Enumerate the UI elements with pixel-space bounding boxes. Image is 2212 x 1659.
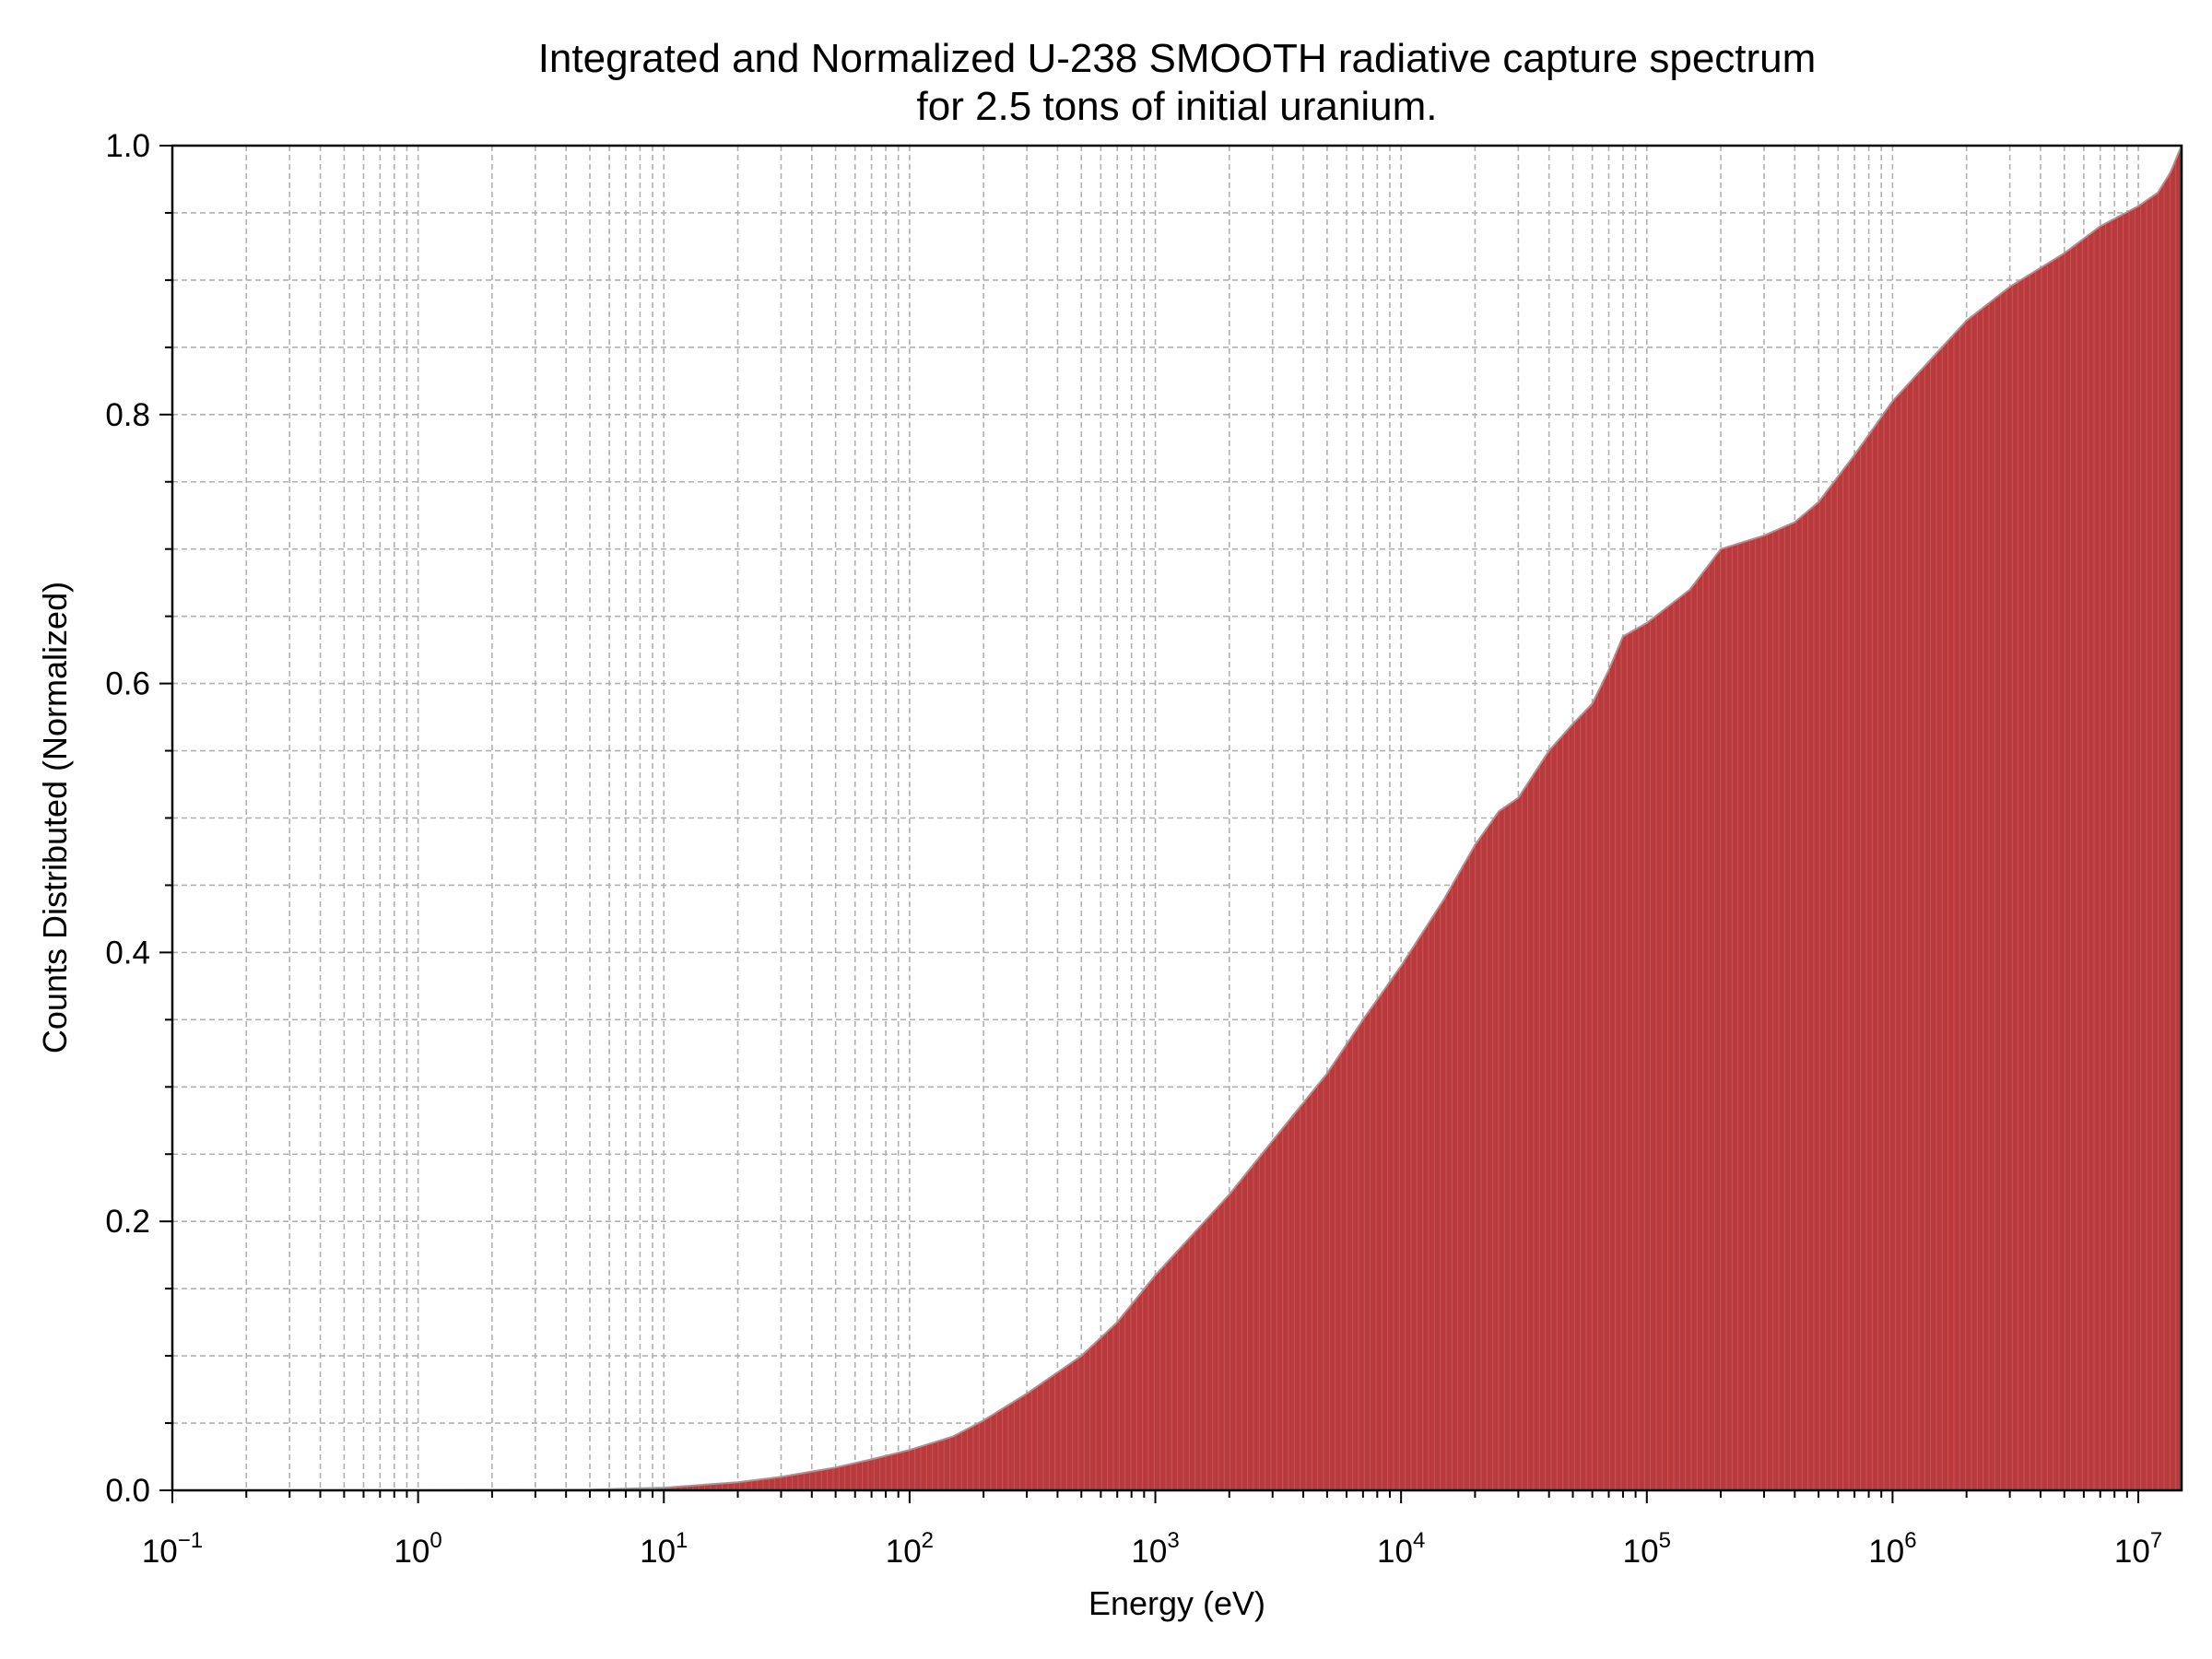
y-axis-label: Counts Distributed (Normalized) [36,582,74,1053]
x-tick-label: 10−1 [142,1528,203,1570]
bin-edges [669,146,2183,1490]
x-axis-label: Energy (eV) [1088,1584,1265,1622]
x-tick-label: 101 [640,1528,688,1570]
x-tick-label: 105 [1623,1528,1671,1570]
x-axis: 10−1 100 101 102 103 104 105 106 107 [142,1490,2162,1570]
y-axis: 0.0 0.2 0.4 0.6 0.8 1.0 [105,128,172,1509]
y-tick-label: 0.4 [105,935,150,971]
y-tick-label: 0.8 [105,397,150,433]
x-tick-label: 107 [2114,1528,2162,1570]
x-tick-label: 106 [1868,1528,1916,1570]
y-tick-label: 1.0 [105,128,150,164]
x-tick-label: 104 [1377,1528,1425,1570]
y-tick-label: 0.6 [105,666,150,702]
y-tick-label: 0.2 [105,1204,150,1240]
x-tick-label: 103 [1131,1528,1179,1570]
x-tick-label: 102 [886,1528,934,1570]
x-tick-label: 100 [394,1528,441,1570]
chart-title-line-2: for 2.5 tons of initial uranium. [917,84,1438,129]
y-tick-label: 0.0 [105,1473,150,1509]
chart-title-line-1: Integrated and Normalized U-238 SMOOTH r… [538,36,1817,81]
